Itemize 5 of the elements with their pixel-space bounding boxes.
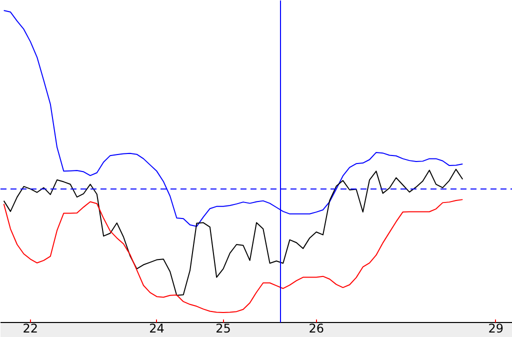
x-tick-label: 22 <box>22 322 38 336</box>
x-tick-label: 24 <box>149 322 164 336</box>
x-tick-label: 29 <box>488 322 504 336</box>
x-tick-label: 26 <box>308 322 324 336</box>
x-tick-label: 25 <box>216 322 231 336</box>
